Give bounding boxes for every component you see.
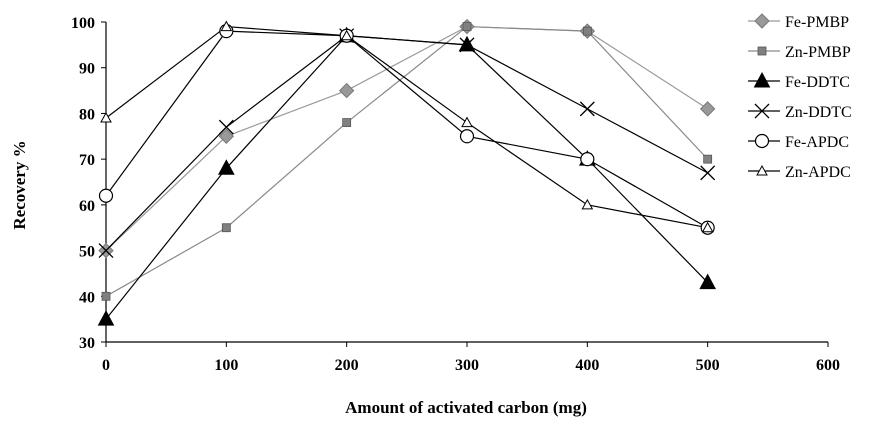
legend-label-fe-pmbp: Fe-PMBP (785, 14, 849, 31)
legend-marker-zn-apdc (756, 164, 768, 176)
data-point-zn-ddtc (459, 37, 475, 53)
y-tick-label: 30 (79, 335, 95, 352)
data-point-zn-pmbp (101, 291, 111, 301)
data-point-zn-pmbp (703, 154, 713, 164)
data-point-fe-ddtc (217, 159, 235, 175)
data-point-fe-pmbp (699, 101, 716, 117)
data-point-fe-ddtc (458, 35, 476, 52)
series-line-zn-apdc (105, 25, 708, 229)
data-point-fe-apdc (98, 188, 114, 203)
x-tick-label: 500 (696, 357, 720, 374)
x-tick-label: 100 (214, 357, 238, 374)
data-point-zn-apdc (220, 20, 233, 32)
legend-marker-fe-apdc (754, 133, 770, 149)
series-line-fe-apdc (105, 30, 708, 229)
legend-label-fe-ddtc: Fe-DDTC (785, 74, 850, 91)
data-point-zn-ddtc (579, 101, 595, 117)
y-tick-label: 70 (79, 152, 95, 169)
x-tick-label: 300 (455, 357, 479, 374)
series-markers (97, 18, 717, 326)
x-tick-label: 400 (575, 357, 599, 374)
series-line-zn-pmbp (105, 25, 709, 297)
data-point-fe-ddtc (699, 273, 717, 290)
series-line-fe-ddtc (105, 35, 709, 320)
legend-label-zn-pmbp: Zn-PMBP (785, 44, 851, 61)
data-point-zn-apdc (340, 29, 353, 41)
legend-marker-zn-pmbp (757, 46, 767, 56)
x-axis-title: Amount of activated carbon (mg) (345, 398, 587, 417)
legend-label-zn-ddtc: Zn-DDTC (785, 104, 852, 121)
y-tick-label: 60 (79, 198, 95, 215)
data-point-zn-apdc (100, 111, 112, 123)
data-point-zn-pmbp (221, 223, 231, 233)
data-point-zn-apdc (701, 221, 714, 233)
data-point-fe-ddtc (97, 310, 115, 326)
y-tick-label: 100 (71, 15, 95, 32)
y-axis-title: Recovery % (10, 140, 29, 229)
y-tick-label: 80 (79, 106, 95, 123)
axes: 30 40 50 60 70 80 90 100 0 100 200 300 400 500 600 (71, 15, 840, 374)
y-tick-label: 40 (79, 289, 95, 306)
data-point-fe-apdc (459, 129, 475, 144)
data-point-zn-ddtc (700, 165, 716, 181)
series-line-zn-ddtc (105, 35, 708, 251)
y-tick-label: 90 (79, 61, 95, 78)
legend-marker-zn-ddtc (754, 103, 770, 119)
legend: Fe-PMBP Zn-PMBP Fe-DDTC Zn-DDTC Fe-APDC Zn-AP… (748, 13, 852, 181)
x-tick-label: 0 (102, 357, 110, 374)
x-tick-label: 200 (335, 357, 359, 374)
x-tick-label: 600 (816, 357, 840, 374)
data-point-zn-ddtc (218, 119, 234, 135)
data-point-zn-pmbp (342, 118, 352, 127)
data-point-zn-apdc (461, 116, 473, 128)
series-lines (105, 25, 709, 320)
data-point-zn-pmbp (582, 26, 592, 36)
data-point-fe-apdc (580, 152, 595, 167)
data-point-fe-pmbp (338, 82, 355, 99)
data-point-zn-apdc (581, 198, 594, 210)
data-point-zn-ddtc (98, 243, 114, 259)
series-line-fe-pmbp (105, 25, 708, 252)
legend-label-zn-apdc: Zn-APDC (785, 164, 851, 181)
legend-marker-fe-ddtc (753, 71, 771, 88)
data-point-fe-pmbp (218, 128, 235, 144)
data-point-zn-pmbp (462, 22, 472, 31)
legend-label-fe-apdc: Fe-APDC (785, 134, 849, 151)
y-tick-label: 50 (79, 244, 95, 261)
legend-marker-fe-pmbp (754, 13, 770, 29)
